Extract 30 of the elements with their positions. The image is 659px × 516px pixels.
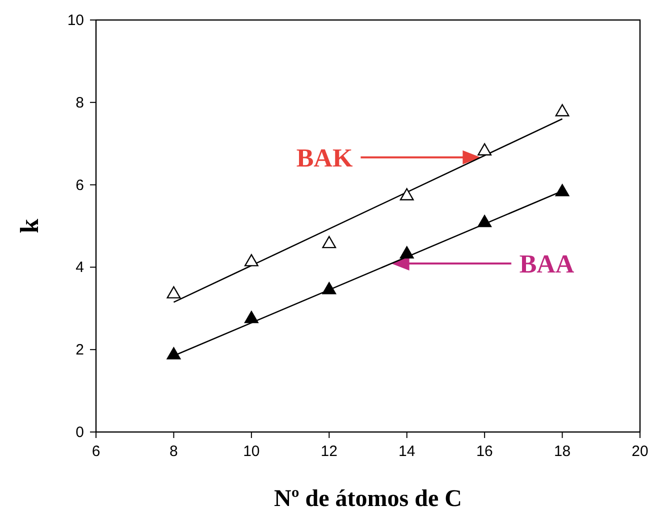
- x-tick-label: 6: [92, 443, 100, 460]
- point: [166, 286, 181, 298]
- x-tick-label: 10: [243, 443, 260, 460]
- x-tick-label: 20: [632, 443, 648, 460]
- point: [244, 310, 258, 324]
- x-tick-label: 12: [320, 443, 338, 460]
- point: [166, 347, 181, 360]
- x-tick-label: 18: [554, 443, 571, 460]
- point: [478, 214, 492, 228]
- series-label: BAA: [519, 249, 574, 278]
- x-axis-title: Nº de átomos de C: [274, 486, 462, 512]
- y-tick-label: 8: [76, 94, 84, 112]
- y-tick-label: 4: [76, 259, 84, 276]
- point: [400, 246, 414, 258]
- y-tick-label: 0: [76, 424, 84, 441]
- y-tick-label: 2: [76, 342, 84, 359]
- point: [322, 236, 336, 248]
- point: [244, 254, 258, 266]
- y-tick-label: 6: [76, 176, 84, 194]
- point: [478, 143, 492, 156]
- series-label: BAK: [296, 143, 354, 172]
- x-tick-label: 8: [170, 443, 178, 460]
- point: [555, 184, 570, 196]
- point: [322, 282, 336, 294]
- y-tick-label: 10: [67, 12, 84, 29]
- x-tick-label: 14: [398, 443, 416, 460]
- point: [400, 188, 414, 200]
- x-tick-label: 16: [476, 443, 493, 460]
- y-axis-title: k: [15, 218, 44, 234]
- point: [555, 104, 570, 116]
